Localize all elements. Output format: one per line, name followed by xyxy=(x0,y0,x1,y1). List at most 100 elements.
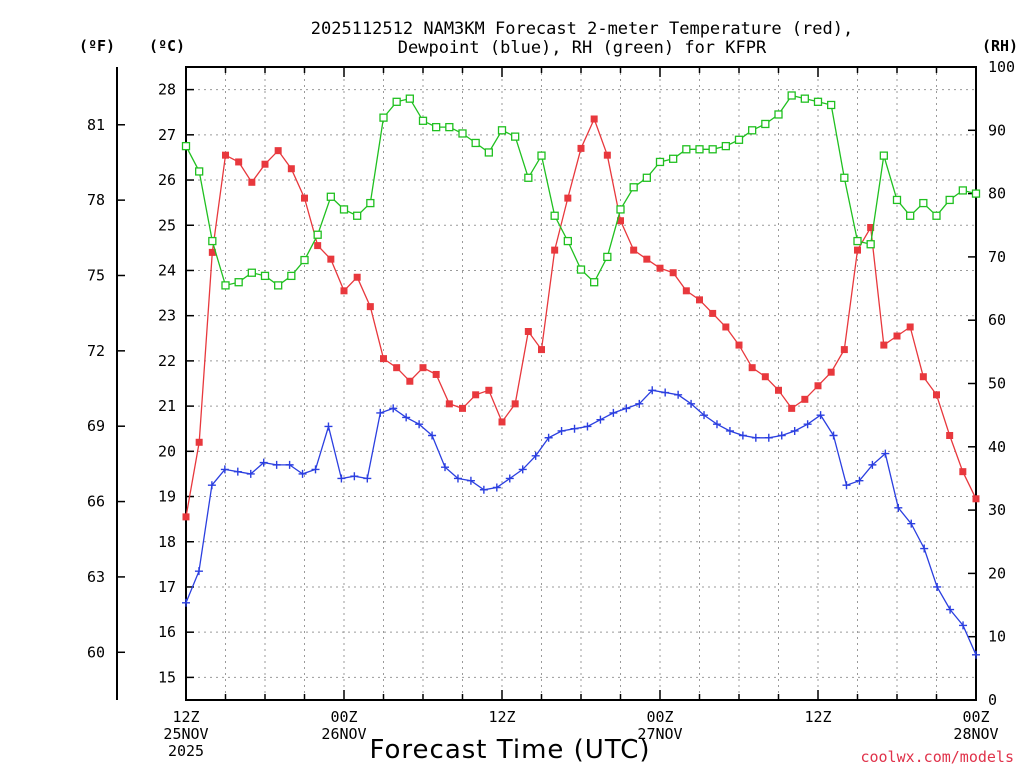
temperature-point xyxy=(538,346,545,354)
dewpoint-point xyxy=(182,598,190,607)
dewpoint-point xyxy=(272,460,281,469)
unit-fahrenheit-label: (ºF) xyxy=(79,37,115,55)
dewpoint-point xyxy=(816,411,825,420)
fahrenheit-tick-label: 60 xyxy=(87,643,105,661)
temperature-point xyxy=(327,255,335,263)
dewpoint-point xyxy=(441,463,450,472)
x-tick-label: 27NOV xyxy=(637,725,682,743)
grid-lines xyxy=(186,67,976,700)
rh-point xyxy=(524,173,533,182)
dewpoint-point xyxy=(285,460,294,469)
temperature-point xyxy=(419,364,427,372)
dewpoint-point xyxy=(868,460,877,469)
rh-point xyxy=(484,148,493,157)
temperature-point xyxy=(485,386,493,394)
dewpoint-point xyxy=(933,582,942,591)
dewpoint-point xyxy=(428,431,437,440)
fahrenheit-tick-label: 63 xyxy=(87,568,105,586)
fahrenheit-tick-label: 78 xyxy=(87,191,105,209)
rh-point xyxy=(800,94,809,103)
x-tick-label: 12Z xyxy=(488,708,515,726)
fahrenheit-tick-label: 66 xyxy=(87,493,105,511)
rh-point xyxy=(748,126,757,135)
dewpoint-point xyxy=(363,474,372,483)
rh-point xyxy=(497,126,507,135)
temperature-point xyxy=(195,438,203,446)
temperature-point xyxy=(880,341,888,349)
rh-point xyxy=(511,132,520,141)
dewpoint-point xyxy=(751,433,760,442)
x-tick-label: 12Z xyxy=(804,708,831,726)
unit-celsius-label: (ºC) xyxy=(149,37,185,55)
dewpoint-point xyxy=(531,451,540,460)
fahrenheit-tick-label: 72 xyxy=(87,342,105,360)
temperature-point xyxy=(459,404,466,412)
rh-point xyxy=(761,119,770,129)
dewpoint-point xyxy=(972,650,980,659)
temperature-point xyxy=(261,160,269,168)
temperature-point xyxy=(432,370,440,378)
temperature-point xyxy=(788,404,796,412)
rh-tick-label: 70 xyxy=(988,248,1006,266)
dewpoint-point xyxy=(725,426,734,435)
dewpoint-point xyxy=(855,476,864,485)
celsius-tick-label: 27 xyxy=(158,126,176,144)
fahrenheit-tick-label: 81 xyxy=(87,116,105,134)
temperature-point xyxy=(946,431,954,439)
dewpoint-point xyxy=(920,544,929,553)
dewpoint-point xyxy=(259,458,268,467)
dewpoint-series-line xyxy=(185,389,977,656)
rh-point xyxy=(853,236,862,246)
rh-tick-label: 60 xyxy=(988,311,1006,329)
rh-point xyxy=(313,230,322,239)
temperature-point xyxy=(919,373,927,381)
dewpoint-point xyxy=(233,467,242,476)
chart-title-line1: 2025112512 NAM3KM Forecast 2-meter Tempe… xyxy=(311,19,853,39)
dewpoint-point xyxy=(777,431,786,440)
temperature-point xyxy=(301,194,308,202)
rh-point xyxy=(958,186,967,195)
x-tick-label: 26NOV xyxy=(321,725,366,743)
rh-tick-label: 20 xyxy=(988,564,1006,582)
dewpoint-point xyxy=(220,465,229,474)
dewpoint-point xyxy=(894,503,903,512)
rh-point xyxy=(576,265,586,274)
x-axis-title: Forecast Time (UTC) xyxy=(369,735,650,765)
rh-point xyxy=(590,278,599,287)
rh-tick-label: 10 xyxy=(988,628,1006,646)
rh-point xyxy=(379,113,388,122)
rh-point xyxy=(326,192,335,201)
x-tick-label: 12Z xyxy=(172,708,199,726)
x-tick-label: 00Z xyxy=(646,708,673,726)
temperature-point xyxy=(656,264,664,272)
rh-point xyxy=(827,100,836,110)
celsius-tick-label: 24 xyxy=(158,261,176,279)
dewpoint-point xyxy=(596,415,605,424)
temperature-point xyxy=(498,418,506,426)
temperature-point xyxy=(393,364,401,372)
dewpoint-point xyxy=(570,424,579,433)
rh-point xyxy=(445,122,454,132)
rh-point xyxy=(392,97,401,106)
temperature-point xyxy=(906,323,914,331)
rh-point xyxy=(366,198,375,208)
x-tick-label: 28NOV xyxy=(953,725,998,743)
dewpoint-point xyxy=(466,476,475,485)
temperature-point xyxy=(182,513,190,521)
celsius-tick-label: 19 xyxy=(158,488,176,506)
temperature-point xyxy=(366,303,374,311)
rh-point xyxy=(840,173,849,182)
rh-point xyxy=(274,281,283,290)
dewpoint-point xyxy=(376,408,385,417)
credit-text: coolwx.com/models xyxy=(860,748,1014,766)
temperature-point xyxy=(643,255,651,263)
x-tick-label: 25NOV xyxy=(163,725,208,743)
temperature-point xyxy=(722,323,730,331)
dewpoint-point xyxy=(842,481,851,490)
celsius-tick-label: 25 xyxy=(158,216,176,234)
rh-point xyxy=(787,91,796,100)
temperature-point xyxy=(511,400,519,408)
rh-tick-label: 50 xyxy=(988,375,1006,393)
celsius-tick-label: 28 xyxy=(158,81,176,99)
tick-labels: 15 16 17 18 19 20 21 22 23 24 25 26 27 28 60 63 66 69 72 75… xyxy=(87,58,1015,760)
